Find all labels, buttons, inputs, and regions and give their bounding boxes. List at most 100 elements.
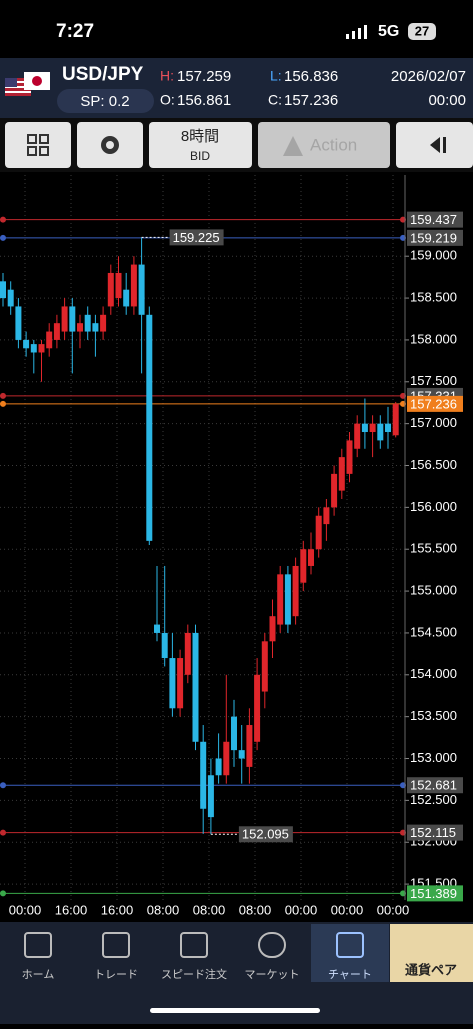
candle-body bbox=[92, 323, 99, 332]
annotation-label: 152.095 bbox=[242, 827, 289, 842]
x-tick-label: 00:00 bbox=[285, 902, 318, 917]
open-value: 156.861 bbox=[177, 92, 231, 109]
action-label: Action bbox=[310, 135, 357, 154]
x-tick-label: 16:00 bbox=[101, 902, 134, 917]
nav-label[interactable]: チャート bbox=[328, 968, 372, 981]
x-tick-label: 08:00 bbox=[193, 902, 226, 917]
nav-label[interactable]: ホーム bbox=[22, 968, 55, 981]
y-tick-label: 152.500 bbox=[410, 792, 457, 807]
candle-body bbox=[354, 423, 361, 449]
y-tick-label: 153.500 bbox=[410, 708, 457, 723]
candle-body bbox=[277, 574, 284, 625]
candle-body bbox=[207, 775, 214, 818]
candle-body bbox=[46, 331, 53, 349]
timeframe-button[interactable] bbox=[149, 122, 252, 168]
annotation-label: 159.225 bbox=[173, 230, 220, 245]
y-tick-label: 158.500 bbox=[410, 290, 457, 305]
nav-icon bbox=[102, 932, 130, 958]
nav-label[interactable]: スピード注文 bbox=[161, 967, 227, 981]
y-tick-label: 158.000 bbox=[410, 331, 457, 346]
annotation-box bbox=[238, 826, 293, 843]
status-time: 7:27 bbox=[56, 21, 94, 42]
candle-body bbox=[38, 344, 45, 353]
candle-body bbox=[115, 272, 122, 299]
y-tick-label: 157.000 bbox=[410, 415, 457, 430]
x-tick-label: 00:00 bbox=[377, 902, 410, 917]
candle-body bbox=[269, 616, 276, 642]
candle-body bbox=[107, 272, 114, 307]
date: 2026/02/07 bbox=[391, 68, 466, 85]
pair-name[interactable]: USD/JPY bbox=[62, 64, 144, 85]
candle-body bbox=[308, 549, 314, 566]
nav-label[interactable]: マーケット bbox=[245, 968, 300, 981]
candle-body bbox=[0, 281, 6, 299]
candle-body bbox=[300, 549, 307, 583]
candle-body bbox=[331, 473, 338, 508]
candle-body bbox=[169, 658, 176, 709]
candle-body bbox=[53, 323, 60, 340]
candle-body bbox=[23, 339, 30, 349]
x-tick-label: 00:00 bbox=[9, 902, 42, 917]
level-handle[interactable] bbox=[0, 829, 6, 836]
level-label: 152.681 bbox=[410, 778, 457, 793]
y-tick-label: 154.500 bbox=[410, 624, 457, 639]
y-tick-label: 155.500 bbox=[410, 541, 457, 556]
y-tick-label: 159.000 bbox=[410, 248, 457, 263]
candle-body bbox=[192, 632, 199, 742]
candle-body bbox=[184, 632, 191, 675]
nav-icon bbox=[24, 932, 52, 958]
level-label: 159.219 bbox=[410, 230, 457, 245]
candle-body bbox=[361, 423, 368, 433]
level-label: 151.389 bbox=[410, 886, 457, 901]
candle-body bbox=[238, 750, 245, 759]
level-handle[interactable] bbox=[0, 216, 6, 223]
status-battery: 27 bbox=[415, 23, 429, 38]
candle-body bbox=[323, 507, 330, 525]
timeframe: 8時間 bbox=[181, 128, 219, 145]
level-label-box bbox=[407, 885, 463, 902]
battery-icon bbox=[408, 23, 436, 40]
close-value: 157.236 bbox=[284, 92, 338, 109]
level-label: 159.437 bbox=[410, 212, 457, 227]
nav-icon bbox=[336, 932, 364, 958]
level-label: 152.115 bbox=[410, 825, 456, 840]
level-label-box bbox=[407, 395, 463, 412]
action-button[interactable] bbox=[258, 122, 390, 168]
high-label: H: bbox=[160, 68, 174, 84]
level-handle[interactable] bbox=[0, 234, 6, 241]
level-label-box bbox=[407, 211, 463, 228]
level-label-box bbox=[407, 824, 463, 841]
level-handle[interactable] bbox=[0, 392, 6, 399]
y-tick-label: 153.000 bbox=[410, 750, 457, 765]
candle-body bbox=[77, 323, 83, 332]
level-handle[interactable] bbox=[0, 782, 6, 789]
y-tick-label: 155.000 bbox=[410, 583, 457, 598]
candle-body bbox=[231, 716, 237, 751]
layout-button[interactable] bbox=[5, 122, 71, 168]
candle-body bbox=[69, 306, 76, 332]
candle-body bbox=[7, 289, 14, 307]
x-tick-label: 00:00 bbox=[331, 902, 364, 917]
chart: 00:00 16:00 16:00 08:00 08:00 08:00 00:00 00:00… bbox=[0, 175, 463, 917]
level-label-box bbox=[407, 229, 463, 246]
annotation-box bbox=[169, 229, 224, 246]
y-tick-label: 156.000 bbox=[410, 499, 457, 514]
candle-body bbox=[100, 314, 107, 332]
level-label-box bbox=[407, 777, 463, 794]
high-value: 157.259 bbox=[177, 68, 231, 85]
candle-body bbox=[84, 314, 91, 332]
candle-body bbox=[61, 306, 68, 332]
nav-items: ホーム トレード スピード注文 マーケット チャート 通貨ペア bbox=[22, 932, 457, 981]
level-handle[interactable] bbox=[0, 400, 6, 407]
nav-label[interactable]: トレード bbox=[94, 969, 138, 981]
nav-label[interactable]: 通貨ペア bbox=[405, 962, 457, 977]
y-tick-label: 154.000 bbox=[410, 666, 457, 681]
candle-body bbox=[292, 565, 299, 617]
signal-icon bbox=[346, 25, 367, 39]
level-handle[interactable] bbox=[0, 890, 6, 897]
candle-body bbox=[377, 423, 384, 441]
y-tick-label: 156.500 bbox=[410, 457, 457, 472]
close-label: C: bbox=[268, 92, 282, 108]
